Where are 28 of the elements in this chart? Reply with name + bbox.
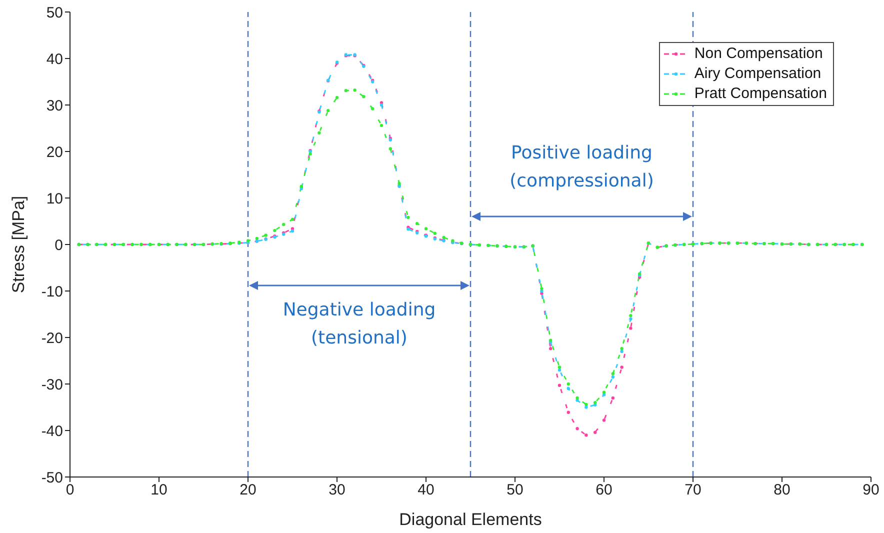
y-tick-label: 20 [46, 144, 63, 161]
legend-label: Pratt Compensation [694, 84, 827, 104]
y-tick-label: -10 [41, 283, 63, 300]
y-tick-label: 40 [46, 50, 63, 68]
y-tick-label: 0 [54, 236, 63, 254]
x-axis-title: Diagonal Elements [399, 510, 542, 529]
legend-label: Non Compensation [694, 44, 823, 64]
y-axis-title: Stress [MPa] [9, 196, 28, 294]
annotation: Negative loading (tensional) [282, 300, 436, 348]
annotation: Positive loading (compressional) [510, 142, 654, 192]
x-tick-label: 20 [240, 482, 256, 499]
x-tick-label: 0 [66, 482, 74, 499]
x-tick-label: 40 [418, 482, 434, 499]
x-tick-label: 10 [150, 482, 168, 499]
x-tick-label: 70 [684, 482, 702, 499]
y-tick-label: -50 [41, 469, 63, 486]
y-tick-label: 50 [46, 4, 63, 22]
x-tick-label: 30 [328, 482, 346, 499]
x-tick-label: 50 [506, 482, 524, 499]
y-tick-label: 10 [46, 190, 63, 208]
x-tick-label: 80 [774, 482, 790, 499]
y-tick-label: -20 [41, 330, 63, 347]
x-tick-label: 90 [862, 482, 880, 499]
y-tick-label: -40 [41, 422, 63, 440]
y-tick-label: -30 [41, 376, 63, 394]
legend-label: Airy Compensation [694, 64, 822, 84]
x-tick-label: 60 [596, 482, 612, 499]
y-tick-label: 30 [46, 97, 63, 114]
